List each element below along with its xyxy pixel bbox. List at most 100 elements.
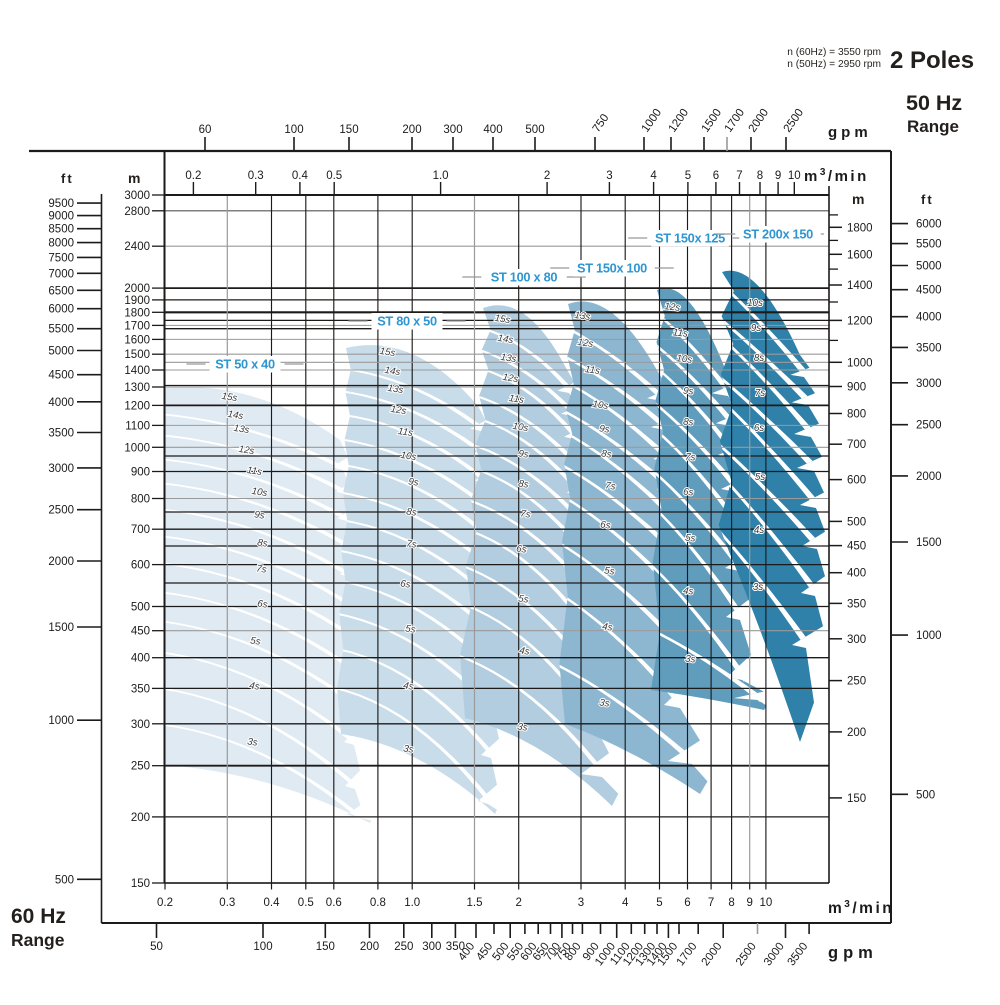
svg-text:1700: 1700 — [124, 320, 150, 332]
svg-text:3s: 3s — [685, 654, 697, 666]
svg-text:200: 200 — [131, 812, 150, 824]
svg-text:3: 3 — [606, 170, 612, 182]
svg-text:60 Hz: 60 Hz — [11, 905, 66, 928]
svg-text:8s: 8s — [600, 448, 612, 460]
svg-text:gpm: gpm — [828, 124, 872, 141]
svg-text:300: 300 — [847, 634, 866, 646]
svg-text:10s: 10s — [592, 399, 609, 412]
svg-text:7500: 7500 — [48, 252, 74, 264]
svg-text:1000: 1000 — [916, 630, 942, 642]
svg-text:1.5: 1.5 — [467, 897, 483, 909]
svg-text:3000: 3000 — [124, 190, 150, 202]
svg-text:9s: 9s — [517, 448, 529, 460]
svg-text:12s: 12s — [502, 372, 519, 385]
svg-text:10s: 10s — [676, 353, 693, 366]
svg-text:6500: 6500 — [48, 285, 74, 297]
svg-text:13s: 13s — [500, 352, 517, 365]
svg-text:6000: 6000 — [48, 304, 74, 316]
svg-text:ST 150x 125: ST 150x 125 — [655, 231, 725, 246]
svg-text:1000: 1000 — [48, 715, 74, 727]
svg-text:10s: 10s — [251, 486, 268, 499]
svg-text:9s: 9s — [253, 509, 265, 521]
svg-text:10s: 10s — [400, 450, 417, 463]
svg-text:500: 500 — [525, 124, 544, 136]
svg-text:700: 700 — [131, 524, 150, 536]
svg-text:6s: 6s — [599, 519, 611, 531]
svg-text:0.2: 0.2 — [185, 170, 201, 182]
svg-text:250: 250 — [847, 676, 866, 688]
svg-text:3s: 3s — [246, 736, 258, 748]
svg-text:8s: 8s — [683, 417, 695, 429]
svg-text:7: 7 — [736, 170, 742, 182]
svg-text:350: 350 — [131, 683, 150, 695]
svg-text:10s: 10s — [747, 298, 763, 309]
svg-text:500: 500 — [55, 874, 74, 886]
svg-text:900: 900 — [131, 467, 150, 479]
svg-text:200: 200 — [360, 941, 379, 953]
svg-text:400: 400 — [131, 653, 150, 665]
svg-text:1.0: 1.0 — [433, 170, 449, 182]
svg-text:7s: 7s — [255, 563, 267, 575]
svg-text:400: 400 — [847, 568, 866, 580]
svg-text:800: 800 — [131, 494, 150, 506]
svg-text:2: 2 — [515, 897, 521, 909]
svg-text:15s: 15s — [379, 346, 396, 359]
svg-text:4s: 4s — [601, 621, 613, 633]
svg-text:m3/min: m3/min — [804, 167, 869, 185]
svg-text:5000: 5000 — [48, 346, 74, 358]
svg-text:13s: 13s — [387, 383, 404, 396]
svg-text:1100: 1100 — [125, 420, 150, 432]
svg-text:12s: 12s — [238, 444, 255, 457]
svg-text:4500: 4500 — [48, 370, 74, 382]
svg-text:2000: 2000 — [48, 556, 74, 568]
svg-text:6000: 6000 — [916, 219, 942, 231]
svg-text:12s: 12s — [390, 404, 407, 417]
svg-text:9s: 9s — [683, 386, 695, 398]
svg-text:3s: 3s — [598, 697, 610, 709]
svg-text:200: 200 — [847, 727, 866, 739]
svg-text:1600: 1600 — [124, 334, 150, 346]
svg-text:Range: Range — [907, 117, 959, 136]
svg-text:ft: ft — [921, 192, 934, 207]
svg-text:2 Poles: 2 Poles — [890, 47, 974, 74]
svg-text:11s: 11s — [246, 465, 263, 478]
svg-text:1500: 1500 — [916, 537, 942, 549]
svg-text:5s: 5s — [404, 623, 416, 635]
svg-text:15s: 15s — [494, 313, 511, 326]
svg-text:450: 450 — [847, 541, 866, 553]
svg-text:0.3: 0.3 — [219, 897, 235, 909]
svg-text:6: 6 — [684, 897, 690, 909]
svg-text:4: 4 — [622, 897, 629, 909]
svg-text:100: 100 — [253, 941, 272, 953]
svg-text:1400: 1400 — [124, 365, 150, 377]
svg-text:14s: 14s — [227, 409, 244, 422]
svg-text:13s: 13s — [574, 310, 591, 323]
svg-text:150: 150 — [316, 941, 335, 953]
svg-text:200: 200 — [402, 124, 421, 136]
svg-text:12s: 12s — [577, 337, 594, 350]
svg-text:3s: 3s — [402, 743, 414, 755]
svg-text:7s: 7s — [755, 388, 765, 399]
svg-text:100: 100 — [284, 124, 303, 136]
svg-text:500: 500 — [131, 602, 150, 614]
svg-text:300: 300 — [131, 719, 150, 731]
svg-text:450: 450 — [131, 626, 150, 638]
svg-text:7000: 7000 — [48, 268, 74, 280]
svg-text:8s: 8s — [256, 537, 268, 549]
svg-text:4s: 4s — [754, 525, 764, 536]
svg-text:2000: 2000 — [124, 283, 150, 295]
svg-text:300: 300 — [443, 124, 462, 136]
svg-text:7s: 7s — [519, 508, 531, 520]
svg-text:5s: 5s — [517, 593, 529, 605]
svg-text:0.6: 0.6 — [326, 897, 342, 909]
svg-text:9500: 9500 — [48, 198, 74, 210]
svg-text:2000: 2000 — [916, 471, 942, 483]
svg-text:5s: 5s — [755, 472, 765, 483]
svg-text:350: 350 — [446, 941, 465, 953]
svg-text:3500: 3500 — [916, 342, 942, 354]
svg-text:3000: 3000 — [48, 463, 74, 475]
svg-text:14s: 14s — [497, 333, 514, 346]
svg-text:gpm: gpm — [828, 944, 878, 962]
svg-text:9s: 9s — [598, 423, 610, 435]
svg-text:4000: 4000 — [916, 312, 942, 324]
